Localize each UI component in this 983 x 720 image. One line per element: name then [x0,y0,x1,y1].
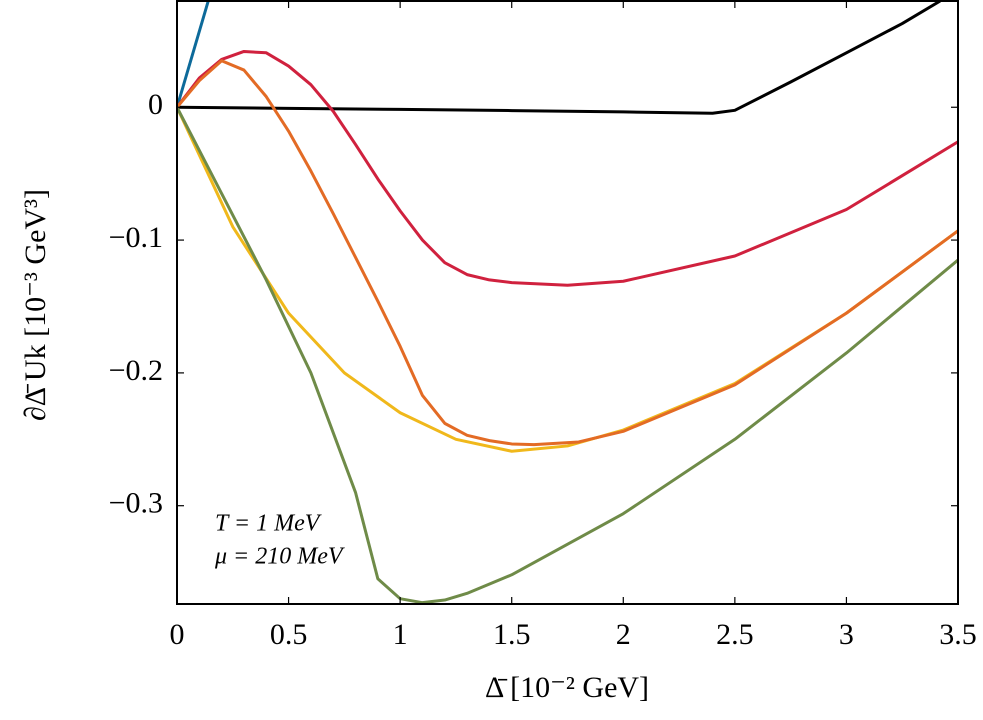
series-line [177,0,941,115]
x-tick-label: 2.5 [716,618,754,651]
series-line [177,0,210,108]
y-tick-label: −0.1 [109,221,163,254]
plot-frame [176,0,959,605]
x-tick-label: 1.5 [493,618,531,651]
annotation: μ = 210 MeV [214,544,345,570]
x-axis-label: Δ̄ [10⁻² GeV] [485,671,649,704]
annotation: T = 1 MeV [215,511,322,537]
x-tick-label: 0 [170,618,185,651]
series-line [177,106,958,453]
y-tick-label: 0 [148,88,163,121]
series-line [177,59,958,447]
y-tick-label: −0.3 [109,487,163,520]
plot-lines [177,0,958,604]
x-tick-label: 2 [616,618,631,651]
x-tick-label: 0.5 [270,618,308,651]
series-line [177,49,958,287]
y-axis-label: ∂Δ̄ Uk [10⁻³ GeV³] [19,189,52,421]
series-line [177,106,958,604]
x-tick-label: 3.5 [939,618,977,651]
y-tick-label: −0.2 [109,354,163,387]
x-tick-label: 1 [393,618,408,651]
x-tick-label: 3 [839,618,854,651]
